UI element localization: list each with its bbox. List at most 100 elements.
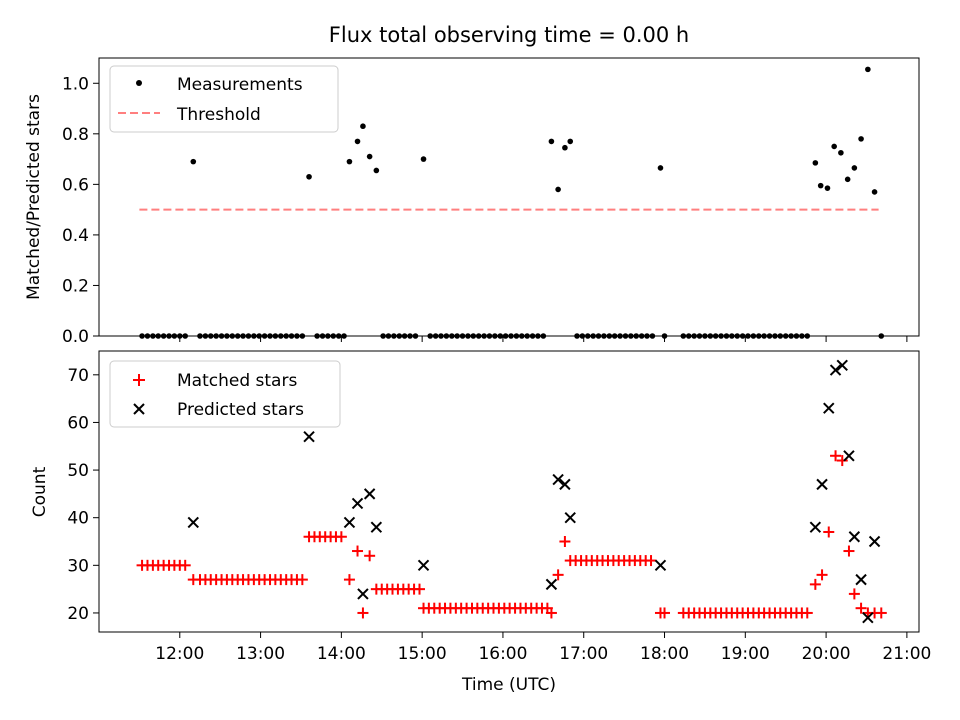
matched-star-point bbox=[559, 536, 571, 548]
x-tick-label: 13:00 bbox=[236, 644, 285, 664]
measurement-point bbox=[346, 158, 353, 165]
measurement-point bbox=[306, 173, 312, 180]
x-tick-label: 20:00 bbox=[802, 644, 851, 664]
matched-star-point bbox=[659, 607, 671, 619]
legend-predicted-marker bbox=[133, 403, 145, 415]
top-plot-frame bbox=[98, 57, 920, 337]
predicted-star-point bbox=[303, 431, 315, 443]
measurement-point bbox=[817, 182, 824, 189]
measurement-point bbox=[555, 186, 561, 193]
top-y-tick-label: 0.0 bbox=[62, 327, 89, 347]
predicted-star-point bbox=[816, 478, 828, 491]
matched-star-point bbox=[843, 545, 855, 557]
legend-measurements-marker bbox=[136, 80, 142, 86]
bottom-y-tick-label: 50 bbox=[67, 461, 89, 481]
matched-star-point bbox=[357, 607, 369, 619]
matched-star-point bbox=[343, 574, 355, 586]
predicted-star-point bbox=[809, 521, 822, 533]
measurement-point bbox=[562, 144, 568, 151]
measurement-point bbox=[838, 149, 844, 156]
measurement-point bbox=[812, 160, 819, 166]
x-tick-label: 14:00 bbox=[317, 644, 366, 664]
top-y-ticks: 0.0 0.2 0.4 0.6 0.8 1.0 bbox=[62, 74, 99, 347]
predicted-star-point bbox=[351, 497, 364, 510]
legend-threshold-label: Threshold bbox=[176, 105, 261, 125]
bottom-legend: Matched stars Predicted stars bbox=[109, 360, 341, 428]
matched-star-point bbox=[801, 607, 813, 619]
bottom-legend-box bbox=[109, 360, 341, 428]
predicted-star-point bbox=[559, 478, 571, 491]
matched-star-point bbox=[848, 588, 860, 600]
matched-star-point bbox=[836, 455, 848, 467]
bottom-plot-marks bbox=[136, 359, 887, 624]
matched-star-point bbox=[296, 574, 308, 586]
measurement-point bbox=[831, 143, 837, 150]
top-legend: Measurements Threshold bbox=[109, 65, 339, 133]
measurement-point bbox=[420, 156, 427, 162]
x-tick-label: 17:00 bbox=[559, 644, 608, 664]
predicted-star-point bbox=[545, 578, 558, 591]
predicted-star-point bbox=[357, 588, 369, 600]
predicted-star-point bbox=[829, 364, 842, 376]
matched-star-point bbox=[855, 602, 867, 614]
top-y-tick-label: 0.6 bbox=[62, 175, 89, 195]
measurement-point bbox=[373, 167, 380, 174]
predicted-star-point bbox=[370, 521, 383, 533]
measurement-point bbox=[657, 165, 664, 171]
matched-star-point bbox=[179, 559, 191, 571]
matched-star-point bbox=[413, 583, 425, 595]
bottom-y-axis-label: Count bbox=[30, 466, 50, 517]
top-y-tick-label: 0.2 bbox=[62, 276, 89, 296]
measurement-point bbox=[871, 189, 878, 195]
measurement-point bbox=[360, 123, 366, 130]
bottom-y-tick-label: 30 bbox=[67, 556, 89, 576]
bottom-y-tick-label: 60 bbox=[67, 413, 89, 433]
top-panel: 0.0 0.2 0.4 0.6 0.8 1.0 Matched/Predicted sta… bbox=[24, 57, 920, 347]
bottom-plot-frame bbox=[98, 350, 920, 633]
measurement-point bbox=[354, 138, 361, 145]
x-tick-label: 12:00 bbox=[155, 644, 204, 664]
top-y-tick-label: 1.0 bbox=[62, 74, 89, 94]
measurement-point bbox=[548, 138, 555, 145]
measurement-point bbox=[844, 176, 851, 183]
measurement-point bbox=[851, 165, 858, 171]
legend-matched-label: Matched stars bbox=[177, 371, 297, 391]
predicted-star-point bbox=[855, 573, 867, 586]
predicted-star-point bbox=[836, 359, 848, 371]
x-tick-label: 21:00 bbox=[882, 644, 931, 664]
top-y-tick-label: 0.8 bbox=[62, 125, 89, 145]
predicted-star-point bbox=[848, 531, 861, 543]
predicted-star-point bbox=[363, 488, 376, 500]
predicted-star-point bbox=[823, 402, 835, 414]
measurement-point bbox=[366, 153, 373, 160]
bottom-x-ticks: 12:00 13:00 14:00 15:00 16:00 17:00 18:00 19:00… bbox=[155, 632, 931, 664]
predicted-star-point bbox=[417, 559, 430, 572]
matched-star-point bbox=[875, 607, 887, 619]
top-legend-box bbox=[109, 65, 339, 133]
legend-measurements-label: Measurements bbox=[177, 75, 303, 95]
predicted-star-point bbox=[564, 511, 576, 524]
top-y-axis-label: Matched/Predicted stars bbox=[24, 94, 44, 300]
measurement-point bbox=[824, 185, 831, 191]
x-axis-label: Time (UTC) bbox=[461, 675, 556, 695]
bottom-y-tick-label: 20 bbox=[67, 604, 89, 624]
matched-star-point bbox=[816, 569, 828, 581]
chart-title: Flux total observing time = 0.00 h bbox=[329, 23, 689, 47]
x-tick-label: 15:00 bbox=[398, 644, 447, 664]
measurement-point bbox=[865, 66, 871, 73]
measurement-point bbox=[190, 158, 197, 165]
matched-star-point bbox=[352, 545, 364, 557]
matched-star-point bbox=[645, 555, 657, 567]
x-tick-label: 16:00 bbox=[478, 644, 527, 664]
predicted-star-point bbox=[862, 612, 874, 624]
predicted-star-point bbox=[552, 473, 564, 486]
matched-star-point bbox=[335, 531, 347, 543]
measurement-point bbox=[567, 138, 574, 145]
x-tick-label: 18:00 bbox=[640, 644, 689, 664]
matched-star-point bbox=[809, 578, 821, 590]
legend-predicted-label: Predicted stars bbox=[177, 400, 304, 420]
predicted-star-point bbox=[654, 559, 667, 572]
x-tick-label: 19:00 bbox=[721, 644, 770, 664]
predicted-star-point bbox=[187, 516, 199, 529]
matched-star-point bbox=[552, 569, 564, 581]
